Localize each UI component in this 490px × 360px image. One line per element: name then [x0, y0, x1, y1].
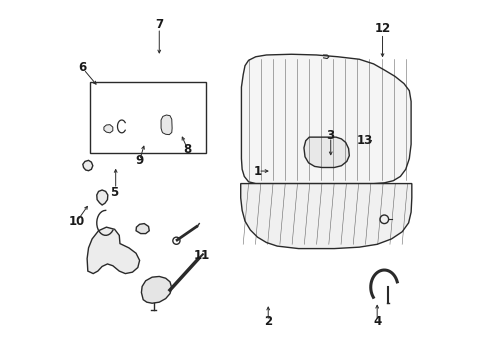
PathPatch shape [104, 125, 113, 133]
Text: 8: 8 [184, 143, 192, 156]
Text: 12: 12 [374, 22, 391, 35]
PathPatch shape [241, 184, 412, 249]
PathPatch shape [136, 224, 149, 234]
PathPatch shape [161, 115, 172, 135]
PathPatch shape [83, 160, 93, 171]
Text: 9: 9 [136, 154, 144, 167]
PathPatch shape [304, 137, 349, 167]
Text: 7: 7 [155, 18, 163, 31]
PathPatch shape [242, 54, 411, 184]
Text: 10: 10 [69, 215, 85, 228]
Text: 5: 5 [110, 186, 119, 199]
PathPatch shape [87, 227, 140, 274]
Text: 13: 13 [357, 134, 373, 147]
Text: 2: 2 [264, 315, 272, 328]
PathPatch shape [142, 276, 172, 303]
Text: 3: 3 [327, 129, 335, 142]
Text: 4: 4 [373, 315, 381, 328]
Text: 6: 6 [78, 61, 87, 74]
PathPatch shape [97, 190, 108, 205]
Text: 1: 1 [253, 165, 262, 177]
Text: 11: 11 [194, 248, 210, 261]
Bar [90, 82, 206, 153]
